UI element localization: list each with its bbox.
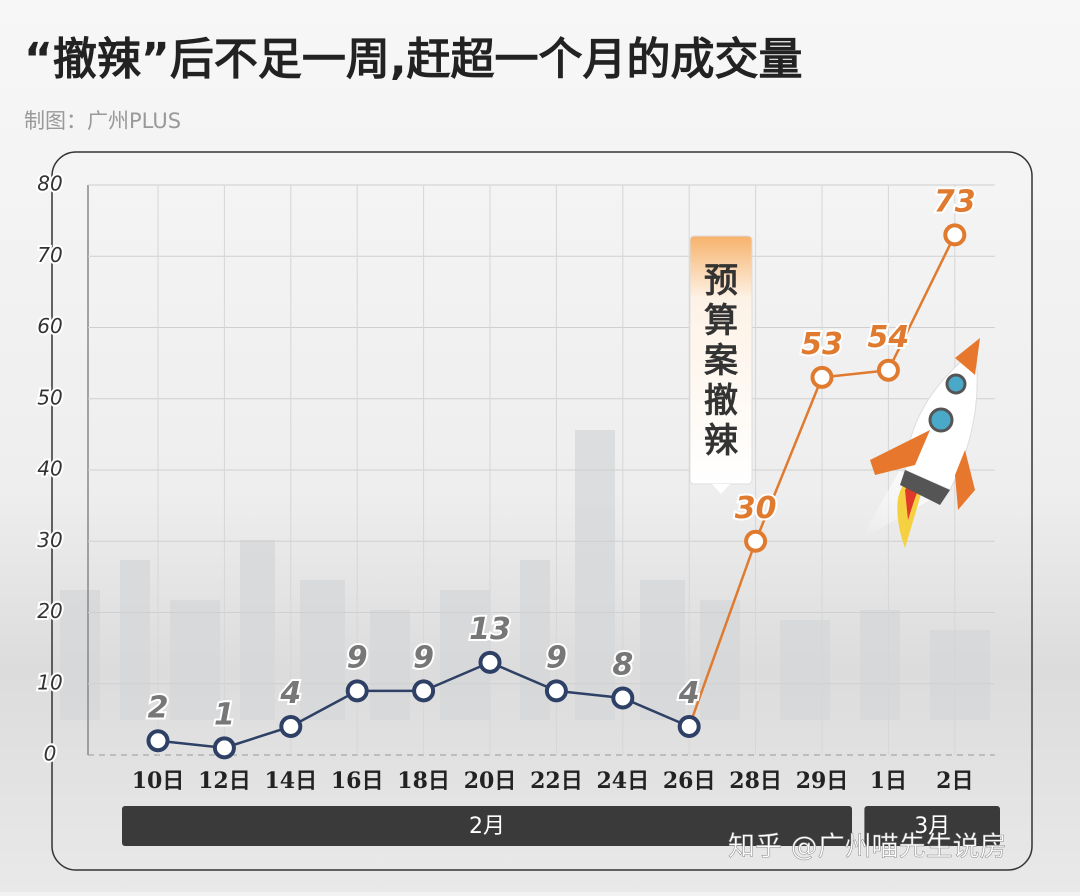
annotation: 预算案撤辣	[704, 261, 739, 461]
value-label: 73	[934, 184, 976, 219]
card-frame	[51, 151, 1033, 871]
line-segment	[423, 661, 491, 693]
x-tick-label: 1日	[870, 768, 907, 794]
x-tick-label: 14日	[264, 768, 317, 794]
annotation-pointer	[712, 484, 730, 494]
value-label: 1	[214, 697, 235, 732]
x-tick-label: 24日	[596, 768, 649, 794]
x-tick-label: 12日	[198, 768, 251, 794]
x-tick-label: 10日	[132, 768, 185, 794]
y-tick-label: 10	[37, 670, 62, 694]
value-label: 8	[612, 648, 633, 683]
data-point	[677, 715, 701, 738]
x-tick-label: 22日	[530, 768, 583, 794]
value-label: 2	[148, 690, 169, 725]
y-tick-label: 50	[37, 385, 62, 409]
x-tick-label: 26日	[663, 768, 716, 794]
y-tick-label: 60	[37, 314, 62, 338]
data-point	[544, 679, 568, 703]
line-segment	[290, 689, 358, 728]
data-point	[412, 679, 436, 703]
watermark: 知乎 @广州喵先生说房	[728, 832, 1007, 863]
x-tick-label: 16日	[331, 768, 384, 794]
y-tick-label: 80	[37, 172, 62, 196]
plot: 10日 12日 14日 16日 18日 20日 22日 24日 26日 28日 29日 1日 2日 2月 3…	[122, 182, 1000, 846]
data-point	[279, 715, 303, 738]
month-band	[864, 806, 1000, 846]
data-point	[212, 736, 236, 760]
data-point	[876, 358, 900, 382]
y-tick-label: 40	[37, 457, 62, 481]
month-label: 3月	[914, 814, 950, 839]
value-label: 4	[279, 676, 301, 711]
value-label: 13	[469, 612, 511, 647]
y-tick-label: 30	[37, 528, 62, 552]
line-segment	[754, 376, 824, 542]
value-label: 54	[868, 320, 910, 355]
x-tick-label: 28日	[729, 768, 782, 794]
x-tick-label: 2日	[936, 768, 973, 794]
line-segment	[887, 234, 956, 371]
line-segment	[688, 540, 757, 727]
line-segment	[489, 661, 557, 693]
x-tick-label: 20日	[464, 768, 517, 794]
data-point	[943, 223, 967, 247]
line-segment	[224, 725, 292, 750]
rocket	[860, 338, 980, 548]
month-label: 2月	[469, 814, 505, 839]
month-band	[122, 806, 852, 846]
value-label: 4	[678, 676, 700, 711]
data-point	[744, 529, 768, 553]
data-point	[611, 686, 635, 710]
y-tick-label: 20	[37, 599, 62, 623]
y-tick-label: 0	[44, 742, 57, 766]
value-label: 9	[413, 640, 434, 675]
y-tick-label: 70	[37, 243, 62, 267]
value-label: 53	[801, 327, 843, 362]
data-point	[810, 365, 834, 389]
line-segment	[622, 696, 690, 728]
chart-subtitle: 制图：广州PLUS	[24, 109, 181, 133]
x-tick-label: 18日	[397, 768, 450, 794]
value-label: 9	[546, 640, 567, 675]
x-tick-label: 29日	[796, 768, 849, 794]
data-point	[146, 729, 170, 753]
data-point	[345, 679, 369, 703]
data-point	[478, 650, 502, 674]
value-label: 30	[735, 491, 777, 526]
chart-title: “撤辣”后不足一周,赶超一个月的成交量	[24, 34, 803, 85]
value-label: 9	[347, 640, 368, 675]
